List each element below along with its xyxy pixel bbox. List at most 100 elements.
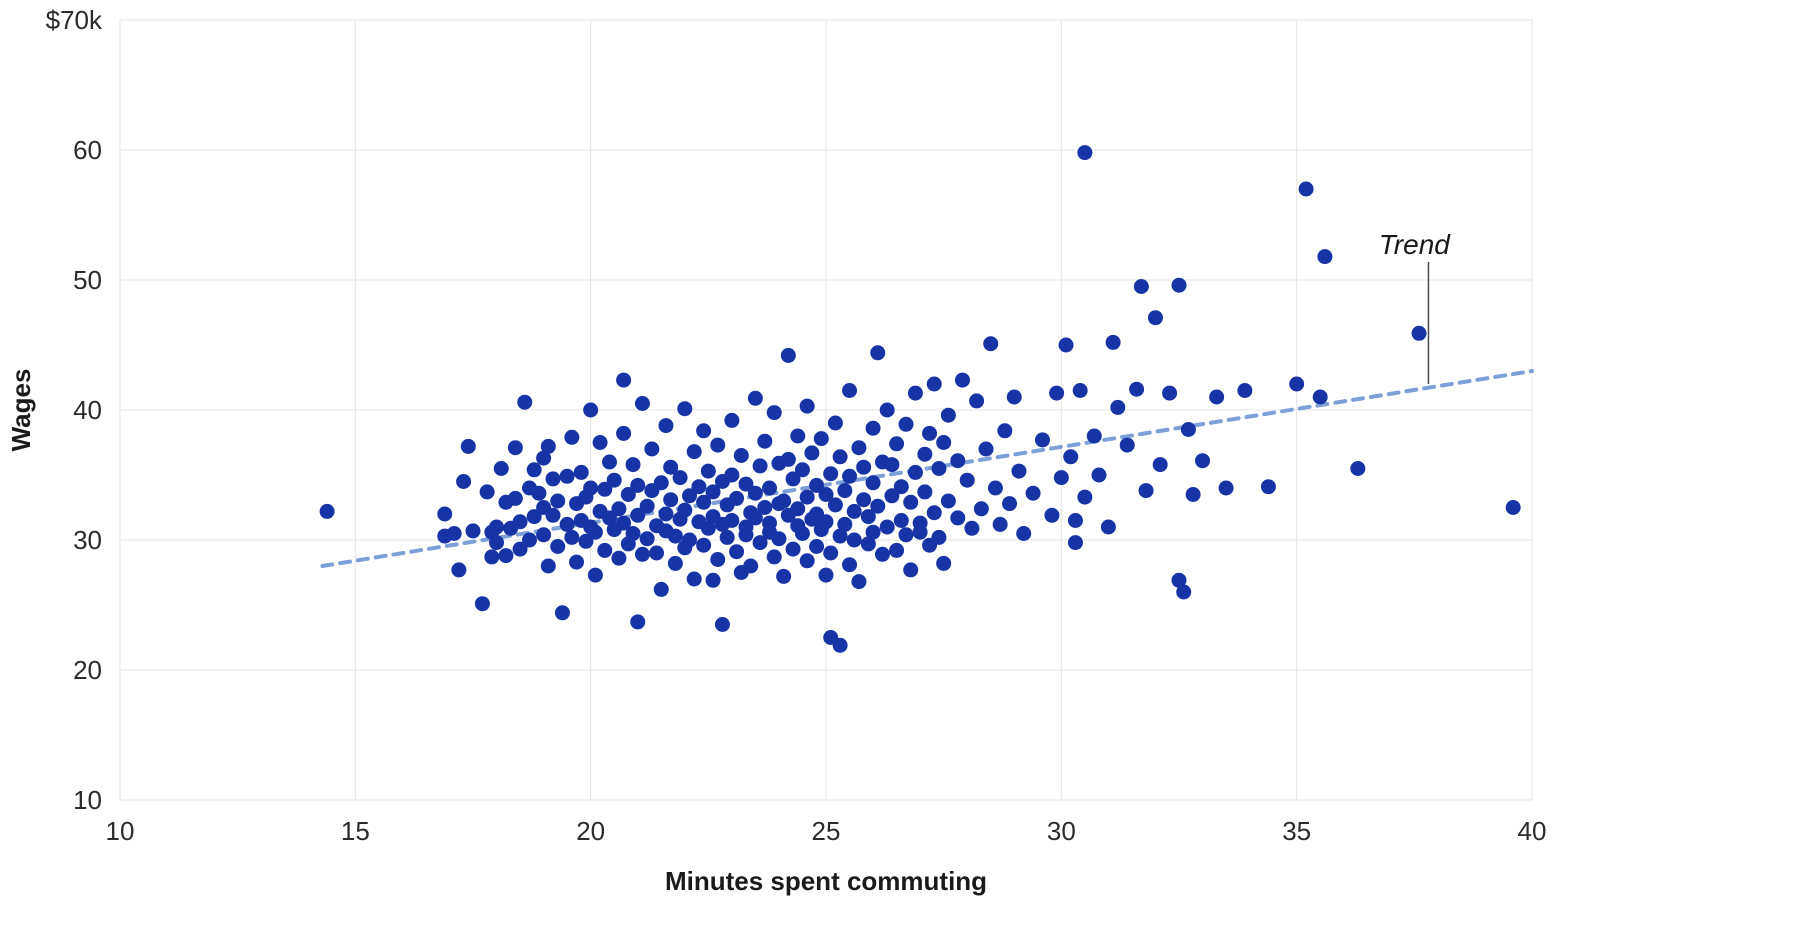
data-point	[748, 391, 763, 406]
data-point	[974, 501, 989, 516]
data-point	[880, 520, 895, 535]
data-point	[687, 444, 702, 459]
data-point	[677, 503, 692, 518]
y-tick-label: $70k	[46, 5, 103, 35]
data-point	[583, 481, 598, 496]
data-point	[597, 543, 612, 558]
data-point	[913, 525, 928, 540]
chart-bg	[0, 0, 1812, 937]
data-point	[851, 574, 866, 589]
y-tick-label: 20	[73, 655, 102, 685]
data-point	[569, 555, 584, 570]
data-point	[786, 542, 801, 557]
data-point	[475, 596, 490, 611]
x-tick-label: 10	[106, 816, 135, 846]
data-point	[908, 386, 923, 401]
data-point	[847, 533, 862, 548]
data-point	[489, 520, 504, 535]
data-point	[1209, 390, 1224, 405]
data-point	[484, 549, 499, 564]
data-point	[724, 468, 739, 483]
data-point	[819, 514, 834, 529]
data-point	[658, 507, 673, 522]
data-point	[771, 531, 786, 546]
data-point	[922, 426, 937, 441]
data-point	[1350, 461, 1365, 476]
data-point	[790, 501, 805, 516]
data-point	[550, 539, 565, 554]
data-point	[626, 526, 641, 541]
data-point	[508, 491, 523, 506]
x-tick-label: 30	[1047, 816, 1076, 846]
data-point	[461, 439, 476, 454]
data-point	[560, 469, 575, 484]
data-point	[611, 501, 626, 516]
data-point	[762, 516, 777, 531]
data-point	[983, 336, 998, 351]
data-point	[767, 405, 782, 420]
data-point	[837, 483, 852, 498]
data-point	[1026, 486, 1041, 501]
data-point	[931, 530, 946, 545]
data-point	[917, 484, 932, 499]
data-point	[701, 464, 716, 479]
data-point	[1195, 453, 1210, 468]
data-point	[776, 569, 791, 584]
chart-canvas: 10152025303540102030405060$70kMinutes sp…	[0, 0, 1812, 937]
data-point	[917, 447, 932, 462]
data-point	[767, 549, 782, 564]
data-point	[541, 559, 556, 574]
x-axis-title: Minutes spent commuting	[665, 866, 987, 896]
data-point	[1035, 432, 1050, 447]
data-point	[447, 526, 462, 541]
data-point	[1120, 438, 1135, 453]
data-point	[823, 466, 838, 481]
data-point	[724, 413, 739, 428]
data-point	[795, 526, 810, 541]
data-point	[654, 475, 669, 490]
data-point	[489, 535, 504, 550]
data-point	[536, 527, 551, 542]
data-point	[847, 504, 862, 519]
data-point	[1261, 479, 1276, 494]
data-point	[866, 421, 881, 436]
y-tick-label: 40	[73, 395, 102, 425]
data-point	[531, 486, 546, 501]
data-point	[588, 568, 603, 583]
data-point	[781, 452, 796, 467]
data-point	[710, 438, 725, 453]
data-point	[1068, 535, 1083, 550]
data-point	[1106, 335, 1121, 350]
data-point	[903, 495, 918, 510]
data-point	[644, 442, 659, 457]
data-point	[1054, 470, 1069, 485]
data-point	[588, 525, 603, 540]
data-point	[757, 500, 772, 515]
data-point	[927, 377, 942, 392]
data-point	[546, 508, 561, 523]
data-point	[969, 393, 984, 408]
data-point	[729, 491, 744, 506]
data-point	[593, 435, 608, 450]
data-point	[456, 474, 471, 489]
data-point	[1412, 326, 1427, 341]
data-point	[842, 557, 857, 572]
data-point	[1148, 310, 1163, 325]
data-point	[1289, 377, 1304, 392]
data-point	[541, 439, 556, 454]
data-point	[550, 494, 565, 509]
data-point	[1044, 508, 1059, 523]
y-tick-label: 60	[73, 135, 102, 165]
data-point	[908, 465, 923, 480]
data-point	[889, 543, 904, 558]
data-point	[1073, 383, 1088, 398]
data-point	[1087, 429, 1102, 444]
x-tick-label: 40	[1518, 816, 1547, 846]
data-point	[997, 423, 1012, 438]
data-point	[574, 465, 589, 480]
y-tick-label: 50	[73, 265, 102, 295]
data-point	[658, 418, 673, 433]
data-point	[451, 562, 466, 577]
data-point	[437, 507, 452, 522]
data-point	[819, 568, 834, 583]
